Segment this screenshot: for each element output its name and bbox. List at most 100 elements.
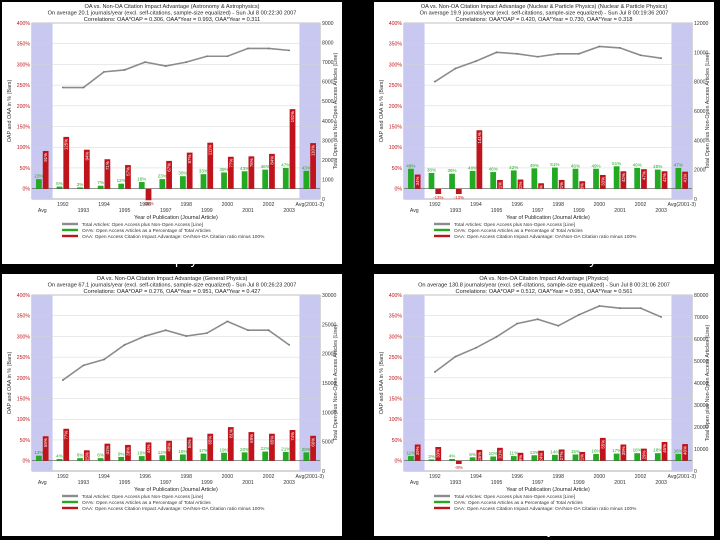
x-tick-label: 1993	[78, 208, 90, 214]
oaa-bar	[207, 433, 214, 461]
x-tick-label: 1997	[532, 208, 544, 214]
x-tick-label: 1995	[491, 480, 503, 486]
total-articles-point	[577, 313, 580, 316]
oaa-label: 69%	[249, 434, 254, 443]
oaa-label: 57%	[125, 167, 130, 176]
oaa-label: 39%	[415, 446, 420, 455]
total-articles-point	[61, 86, 64, 89]
total-articles-point	[577, 52, 580, 55]
x-axis-title: Year of Publication (Journal Article)	[506, 215, 590, 221]
x-tick-label: 1993	[450, 480, 462, 486]
x-tick-label: Avg(2001-3)	[667, 202, 696, 208]
oa-percent-bar	[613, 166, 620, 189]
chart-title-line: Correlations: OAA*OAP = 0.512, OAA*Year …	[456, 289, 633, 295]
oa-percent-bar	[56, 458, 63, 461]
oa-percent-bar	[408, 168, 414, 189]
oa-percent-bar	[159, 179, 166, 189]
oa-percent-label: 47%	[674, 162, 683, 167]
x-tick-label: 2003	[655, 480, 667, 486]
oa-percent-bar	[180, 176, 186, 189]
avg-shade-left	[404, 23, 425, 199]
oa-percent-label: 10%	[489, 451, 498, 456]
y-axis-title: OAP and OAA in % (Bars)	[379, 80, 385, 143]
y2-tick-label: 2000	[322, 158, 334, 164]
chart-caption-general: General	[157, 521, 207, 537]
oaa-label: 77%	[228, 159, 233, 168]
total-articles-point	[103, 70, 105, 73]
chart-title-line: Correlations: OAA*OAP = 0.420, OAA*Year …	[456, 17, 633, 23]
oa-percent-bar	[262, 451, 269, 461]
oa-percent-bar	[118, 183, 125, 189]
oaa-bar	[435, 188, 442, 195]
oa-percent-bar	[77, 187, 83, 189]
legend-total-articles-text: Total Articles: Open Access plus Non-Ope…	[82, 494, 203, 500]
x-tick-label: 2000	[222, 202, 234, 208]
oaa-bar	[455, 460, 462, 464]
y-tick-label: 350%	[389, 42, 403, 48]
y2-axis-title: Total Open plus Non-Open Access Articles…	[705, 53, 711, 170]
oaa-label: 31%	[497, 450, 502, 459]
oa-percent-label: 51%	[550, 162, 559, 167]
y-tick-label: 100%	[17, 417, 31, 423]
x-tick-label: 1998	[553, 202, 565, 208]
oaa-bar	[558, 449, 565, 461]
oaa-label: 41%	[683, 174, 688, 183]
y-tick-label: 200%	[17, 376, 31, 382]
y-tick-label: 400%	[389, 293, 403, 299]
chart-title-line: On average 20.1 journals/year (excl. sel…	[48, 11, 297, 17]
oa-percent-bar	[77, 458, 83, 461]
oa-percent-label: 12%	[117, 178, 126, 183]
oa-percent-label: 43%	[240, 166, 249, 171]
oa-percent-label: 14%	[550, 449, 559, 454]
x-tick-label: 1996	[139, 202, 151, 208]
chart-title-line: Correlations: OAA*OAP = 0.306, OAA*Year …	[84, 17, 260, 23]
avg-shade-right	[671, 23, 692, 199]
oa-percent-bar	[241, 452, 248, 461]
y2-tick-label: 10000	[322, 410, 337, 416]
legend-total-articles-text: Total Articles: Open Access plus Non-Ope…	[454, 494, 575, 500]
oa-percent-label: 12%	[158, 450, 167, 455]
x-tick-label: 1994	[470, 474, 482, 480]
total-articles-point	[205, 332, 208, 335]
oa-percent-bar	[200, 174, 207, 189]
oaa-bar	[599, 437, 606, 461]
oa-percent-bar	[221, 172, 227, 189]
y-tick-label: 0%	[395, 187, 403, 193]
y-tick-label: 250%	[389, 355, 403, 361]
oa-percent-label: 17%	[199, 448, 208, 453]
oa-percent-bar	[552, 454, 558, 461]
oa-percent-bar	[572, 454, 579, 461]
y2-tick-label: 1000	[322, 177, 334, 183]
y-tick-label: 100%	[389, 145, 403, 151]
x-axis-title: Year of Publication (Journal Article)	[134, 487, 218, 493]
x-tick-label: 1999	[201, 208, 213, 214]
oa-percent-bar	[552, 167, 558, 189]
oaa-bar	[269, 433, 275, 461]
oaa-label: 47%	[641, 171, 646, 180]
oaa-label: 91%	[43, 153, 48, 162]
oa-percent-label: 51%	[612, 161, 621, 166]
y-tick-label: 300%	[17, 334, 31, 340]
total-articles-point	[164, 65, 167, 67]
total-articles-point	[82, 86, 85, 89]
total-articles-point	[247, 329, 249, 332]
oaa-bar	[661, 171, 668, 189]
oaa-label: 44%	[146, 444, 151, 453]
y-tick-label: 50%	[392, 166, 403, 172]
total-articles-point	[164, 329, 167, 332]
oa-percent-label: 36%	[447, 168, 456, 173]
y-tick-label: 300%	[17, 62, 31, 68]
oaa-label: 21%	[580, 454, 585, 463]
y-tick-label: 400%	[389, 21, 403, 27]
oaa-label: 21%	[497, 182, 502, 191]
total-articles-point	[288, 343, 291, 346]
oa-percent-bar	[200, 453, 207, 461]
y2-tick-label: 30000	[322, 293, 337, 299]
oaa-label: 67%	[167, 163, 172, 172]
total-articles-point	[226, 320, 229, 323]
total-articles-point	[660, 57, 663, 60]
astrophysics-chart: OA vs. Non-OA Citation Impact Advantage …	[7, 4, 339, 240]
oaa-bar	[83, 450, 90, 461]
x-tick-label: 1994	[98, 202, 110, 208]
oaa-bar	[558, 179, 565, 189]
